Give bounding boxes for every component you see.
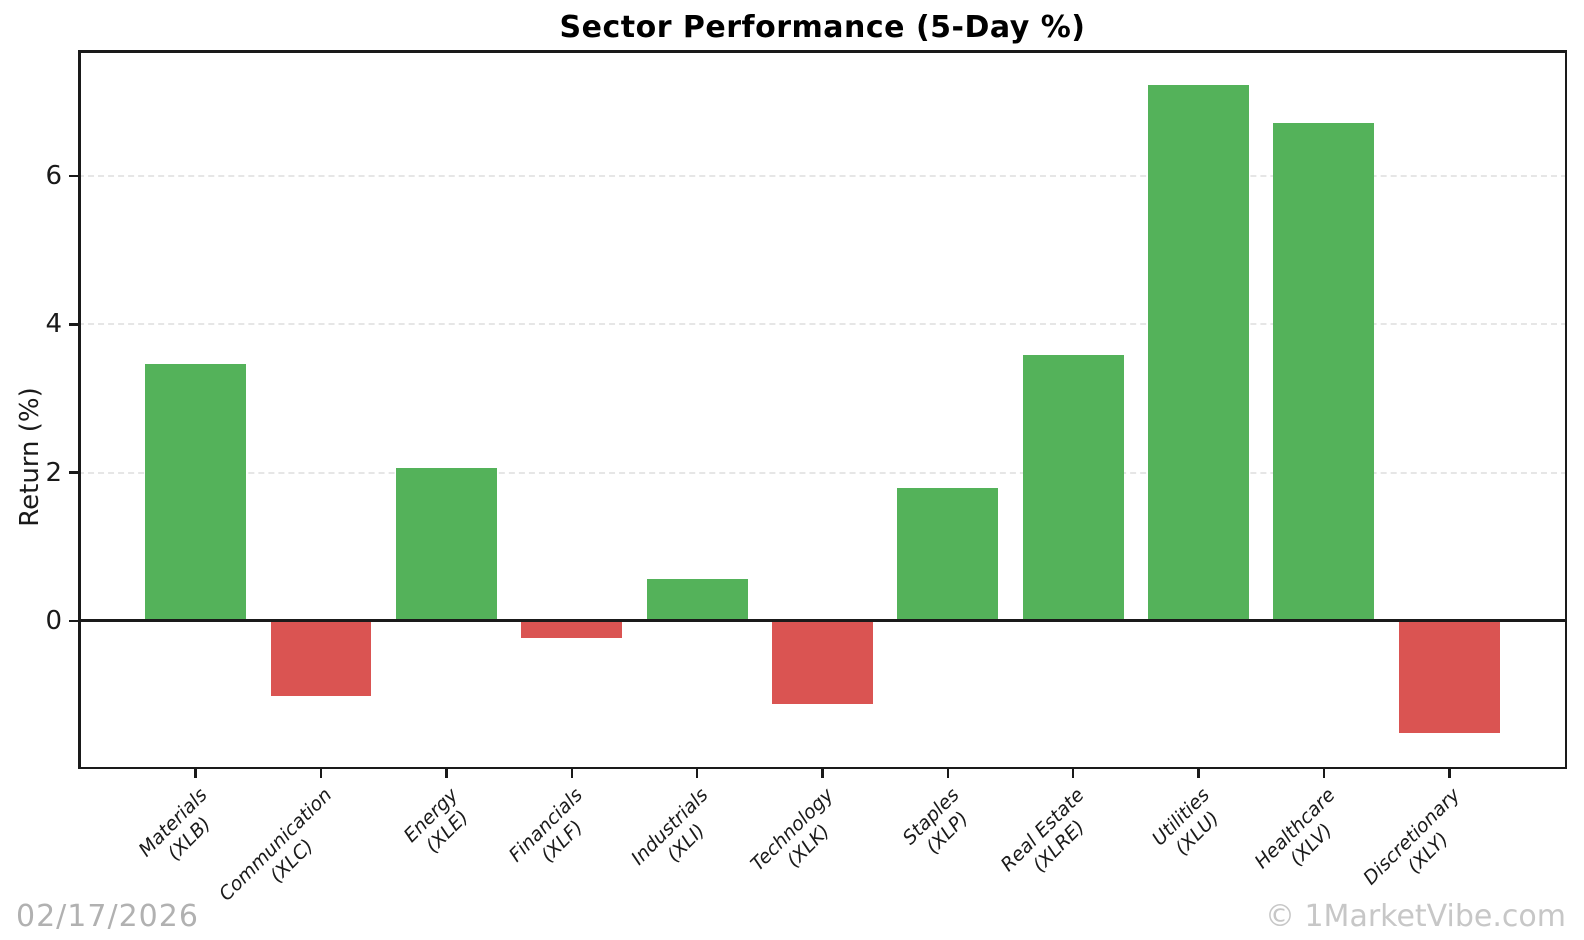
- bar-technology: [772, 620, 873, 704]
- x-tick-label-utilities: Utilities (XLU): [1148, 784, 1224, 860]
- y-tick-4: [69, 323, 78, 326]
- x-tick-discretionary: [1448, 769, 1451, 778]
- bar-staples: [897, 488, 999, 621]
- axis-spine-top: [78, 50, 1567, 53]
- gridline-y-6: [78, 175, 1567, 177]
- bar-utilities: [1148, 84, 1250, 621]
- gridline-y-4: [78, 323, 1567, 326]
- axis-spine-right: [1564, 50, 1567, 769]
- bar-energy: [395, 468, 497, 621]
- bar-communication: [270, 620, 372, 696]
- bar-industrials: [646, 579, 748, 621]
- x-tick-label-technology: Technology (XLK): [746, 784, 839, 876]
- bar-materials: [145, 363, 247, 621]
- bar-healthcare: [1273, 123, 1375, 621]
- bar-real-estate: [1022, 355, 1124, 621]
- zero-line: [78, 619, 1567, 623]
- bar-financials: [521, 620, 623, 638]
- bar-discretionary: [1398, 620, 1500, 734]
- x-tick-utilities: [1197, 769, 1200, 778]
- x-tick-label-real-estate: Real Estate (XLRE): [996, 784, 1090, 877]
- plot-area: [78, 50, 1567, 769]
- x-tick-materials: [194, 769, 197, 778]
- x-tick-label-staples: Staples (XLP): [898, 784, 973, 859]
- x-tick-label-communication: Communication (XLC): [215, 784, 337, 906]
- gridline-y-2: [78, 471, 1567, 474]
- y-tick-label-2: 2: [45, 457, 62, 488]
- x-tick-energy: [445, 769, 448, 778]
- x-tick-real-estate: [1071, 769, 1075, 778]
- x-tick-staples: [946, 769, 950, 778]
- x-tick-label-industrials: Industrials (XLI): [627, 784, 713, 870]
- x-tick-label-energy: Energy (XLE): [399, 784, 473, 858]
- y-tick-label-6: 6: [45, 161, 62, 191]
- x-tick-technology: [821, 769, 824, 778]
- axis-spine-left: [78, 50, 81, 769]
- y-tick-0: [69, 619, 78, 622]
- footer-watermark: © 1MarketVibe.com: [1264, 899, 1566, 934]
- y-tick-2: [69, 471, 78, 474]
- x-tick-label-discretionary: Discretionary (XLY): [1359, 784, 1465, 890]
- axis-spine-bottom: [78, 766, 1567, 769]
- x-tick-industrials: [695, 769, 699, 778]
- y-tick-6: [69, 174, 78, 178]
- y-tick-label-4: 4: [45, 309, 62, 340]
- chart-title: Sector Performance (5-Day %): [559, 10, 1086, 45]
- x-tick-communication: [319, 769, 323, 778]
- footer-date: 02/17/2026: [16, 899, 199, 934]
- y-tick-label-0: 0: [45, 605, 62, 636]
- x-tick-healthcare: [1322, 769, 1326, 778]
- x-tick-label-financials: Financials (XLF): [504, 784, 588, 867]
- x-tick-financials: [570, 769, 574, 778]
- x-tick-label-materials: Materials (XLB): [134, 784, 215, 865]
- x-tick-label-healthcare: Healthcare (XLV): [1250, 784, 1340, 874]
